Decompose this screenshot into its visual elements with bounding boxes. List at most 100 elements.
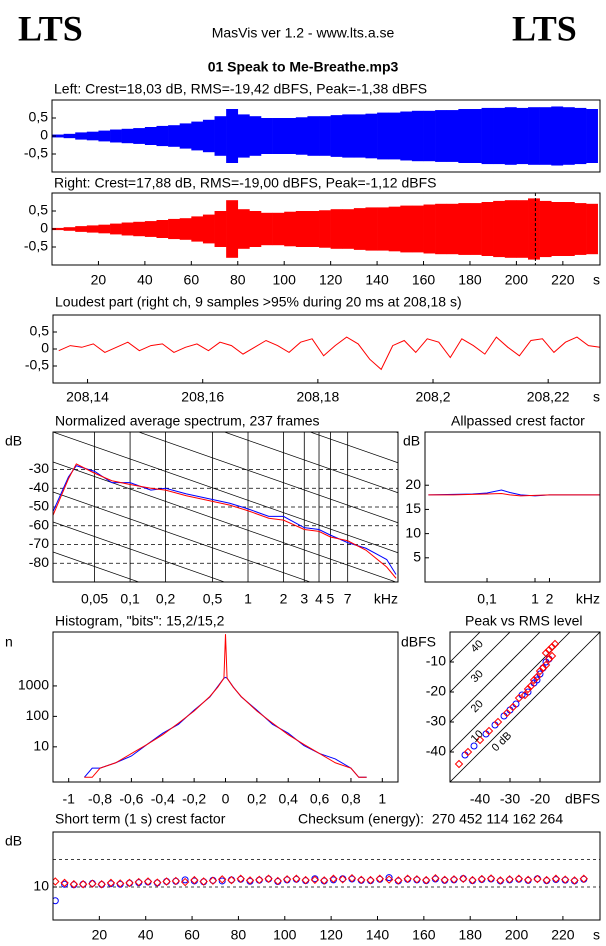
x-tick-label: 2	[280, 591, 288, 607]
data-point	[550, 639, 560, 649]
waveform-envelope	[284, 211, 297, 247]
x-tick-label: 0,8	[341, 791, 361, 807]
chart-title: Peak vs RMS level	[465, 613, 582, 629]
plot-frame	[52, 831, 601, 921]
plot-area	[58, 336, 600, 371]
waveform-envelope	[272, 212, 285, 246]
series-line	[58, 336, 600, 371]
x-tick-label: 60	[184, 272, 200, 288]
y-tick-label: -50	[29, 498, 49, 514]
waveform-envelope	[214, 211, 227, 247]
data-point	[282, 875, 292, 884]
waveform-envelope	[493, 200, 506, 258]
data-point	[535, 666, 545, 676]
data-point	[116, 879, 125, 888]
data-point	[236, 874, 245, 883]
y-tick-label: 1000	[18, 677, 49, 693]
waveform-envelope	[562, 202, 575, 256]
x-tick-label: -1	[62, 791, 75, 807]
x-tick-label: 180	[459, 927, 483, 943]
waveform-envelope	[52, 227, 64, 231]
data-point	[496, 876, 505, 885]
y-tick-label: 0,5	[29, 109, 49, 125]
data-point	[88, 879, 97, 888]
data-point	[60, 878, 69, 888]
x-tick-label: 208,22	[527, 389, 570, 405]
data-point	[547, 651, 557, 661]
waveform-envelope	[75, 226, 88, 232]
x-tick-label: 20	[92, 927, 108, 943]
waveform-envelope	[249, 211, 262, 247]
data-point	[470, 742, 478, 750]
slope-line	[53, 551, 140, 582]
data-point	[97, 880, 106, 889]
data-point	[463, 747, 473, 757]
waveform-envelope	[342, 209, 355, 249]
data-point	[508, 702, 518, 712]
waveform-envelope	[98, 224, 111, 234]
waveform-envelope	[75, 132, 88, 140]
waveform-envelope	[469, 203, 482, 255]
plot-frame	[51, 99, 601, 173]
chart-title: Normalized average spectrum, 237 frames	[55, 413, 320, 429]
x-tick-label: -0,6	[119, 791, 143, 807]
y-tick-label: -0,5	[25, 357, 49, 373]
waveform-envelope	[133, 128, 146, 144]
waveform-envelope	[504, 107, 517, 165]
x-tick-label: 200	[505, 272, 529, 288]
data-point	[264, 874, 273, 883]
plot-frame	[424, 431, 601, 583]
waveform-envelope	[411, 110, 424, 162]
waveform-envelope	[121, 128, 134, 144]
data-point	[520, 690, 530, 700]
waveform-envelope	[86, 225, 99, 233]
y-axis-label: n	[5, 634, 13, 650]
data-point	[357, 875, 366, 885]
waveform-envelope	[86, 131, 99, 141]
annotation: Checksum (energy): 270 452 114 162 264	[298, 811, 563, 827]
x-tick-label: 1	[244, 591, 252, 607]
data-point	[403, 874, 412, 883]
y-axis-label: dB	[5, 833, 22, 849]
data-point	[301, 875, 310, 885]
data-point	[421, 875, 431, 885]
x-axis-label: kHz	[374, 591, 398, 607]
x-tick-label: -0,4	[151, 791, 175, 807]
x-axis-label: s	[593, 927, 600, 943]
x-tick-label: 20	[91, 272, 107, 288]
chart-title: Allpassed crest factor	[451, 413, 585, 429]
waveform-envelope	[551, 202, 564, 256]
data-point	[486, 874, 496, 883]
y-tick-label: -30	[29, 460, 49, 476]
waveform-envelope	[574, 107, 587, 165]
chart-title: Left: Crest=18,03 dB, RMS=-19,42 dBFS, P…	[54, 81, 427, 97]
y-tick-label: -20	[426, 683, 446, 699]
data-point	[440, 875, 449, 885]
slope-line	[53, 432, 398, 554]
data-point	[533, 874, 542, 884]
data-point	[78, 880, 88, 889]
waveform-envelope	[435, 203, 448, 255]
x-tick-label: 208,2	[415, 389, 450, 405]
waveform-envelope	[144, 221, 157, 237]
waveform-envelope	[133, 221, 146, 237]
waveform-envelope	[551, 106, 564, 166]
waveform-envelope	[528, 107, 540, 165]
data-point	[180, 877, 190, 887]
data-point	[493, 717, 503, 727]
waveform-envelope	[365, 113, 378, 159]
data-point	[319, 876, 329, 885]
waveform-envelope	[539, 200, 552, 258]
waveform-envelope	[539, 107, 552, 165]
y-tick-label: 0	[40, 220, 48, 236]
waveform-envelope	[365, 207, 378, 251]
waveform-envelope	[226, 200, 239, 258]
waveform-envelope	[342, 114, 355, 158]
data-point	[505, 875, 514, 884]
data-point	[347, 873, 357, 883]
waveform-envelope	[307, 211, 320, 247]
data-point	[143, 877, 153, 886]
x-tick-label: 0,05	[81, 591, 108, 607]
slope-line	[309, 432, 398, 464]
y-axis-label: dB	[403, 433, 420, 449]
